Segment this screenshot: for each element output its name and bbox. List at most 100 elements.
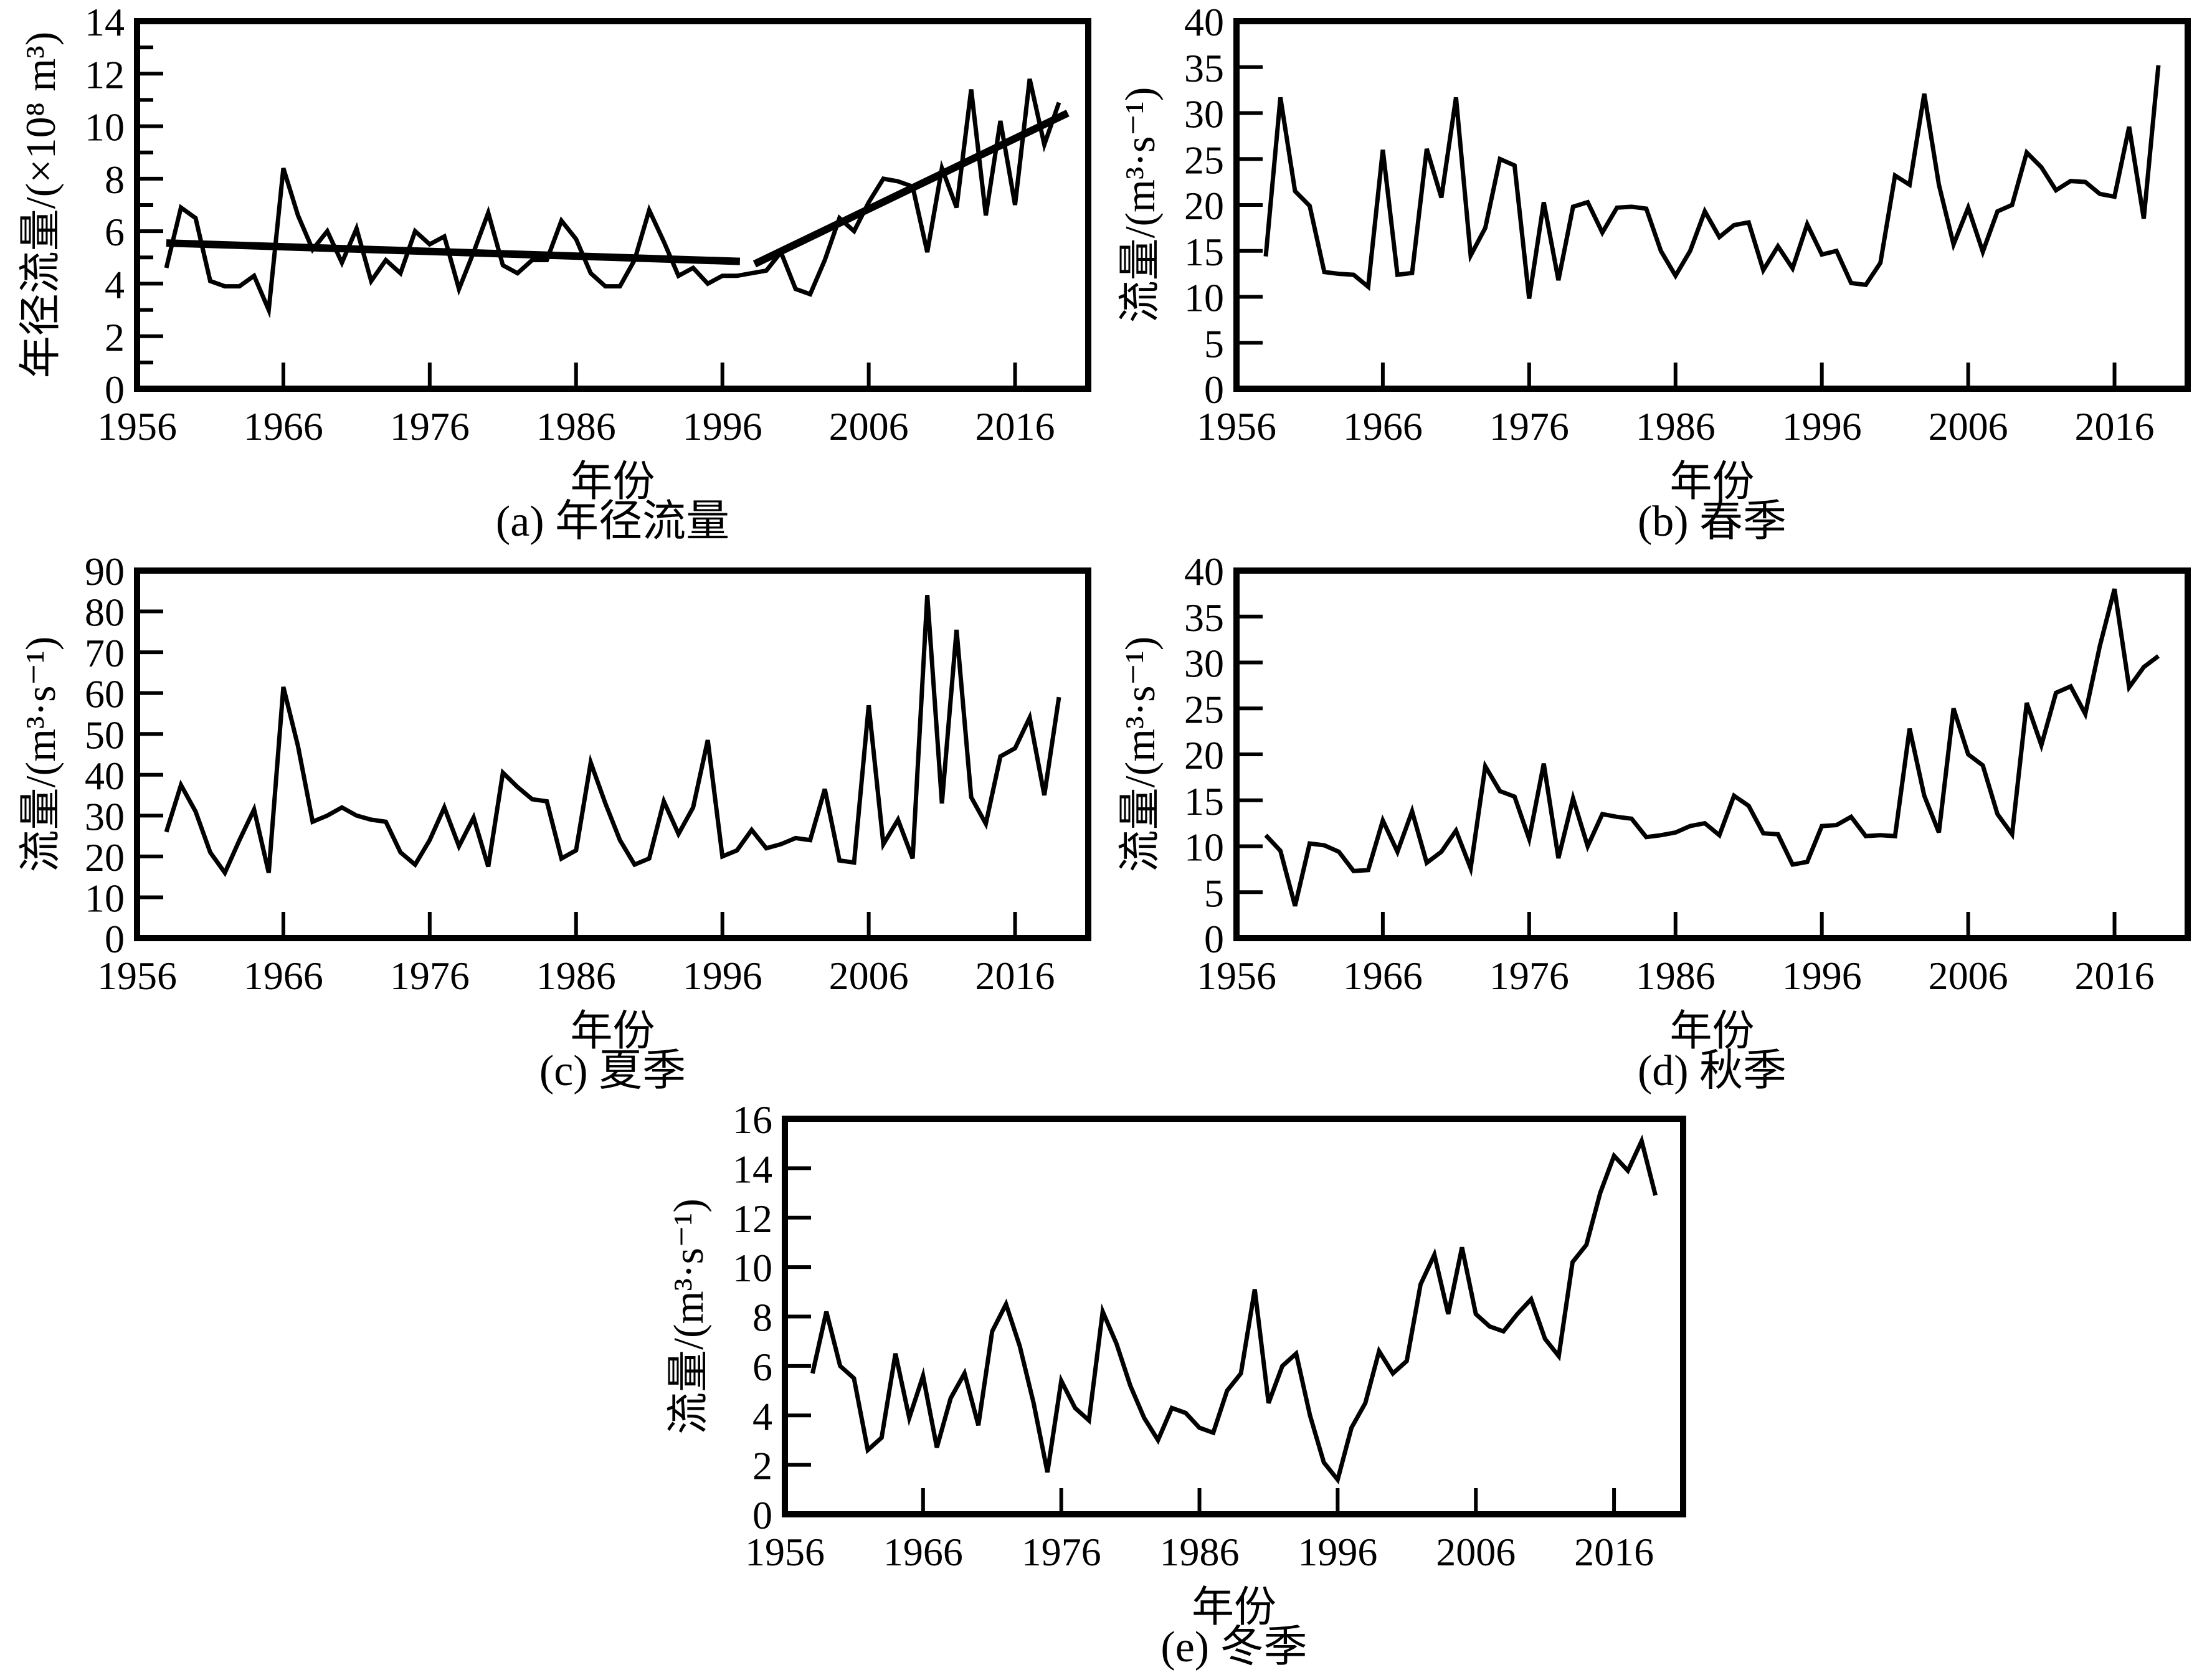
chart-autumn-flow: 0 5 10 15 20 25 30 35 40 1956 1966 1976 1986 1996 2006… (1118, 553, 2205, 1101)
y-tick-label: 40 (1184, 553, 1224, 594)
plot-frame (1233, 567, 2191, 941)
y-tick-label: 10 (1184, 825, 1224, 870)
x-tick-label: 1956 (745, 1530, 825, 1574)
x-axis-label: 年份 (1192, 1583, 1276, 1631)
y-tick-label: 0 (752, 1493, 772, 1537)
x-tick-label: 1956 (1197, 404, 1276, 448)
x-tick-label: 1976 (1489, 404, 1569, 448)
x-axis-label: 年份 (1669, 1007, 1754, 1055)
x-tick-label: 1986 (1160, 1530, 1240, 1574)
x-tick-label: 1976 (390, 954, 470, 998)
x-tick-label: 1986 (536, 954, 616, 998)
plot-frame (134, 567, 1091, 941)
x-tick-label: 1976 (1022, 1530, 1101, 1574)
y-tick-label: 20 (1184, 733, 1224, 777)
y-tick-label: 6 (105, 210, 125, 254)
data-series-line (164, 78, 1061, 319)
chart-winter-flow: 0 2 4 6 8 10 12 14 16 1956 1966 1976 1986 1996 2006 201… (667, 1101, 1701, 1678)
chart-caption: (a) 年径流量 (496, 498, 729, 546)
y-axis-label: 流量/(m³·s⁻¹) (1118, 87, 1164, 323)
plot-frame (782, 1116, 1686, 1517)
y-tick-label: 10 (85, 105, 125, 149)
y-axis-label: 年径流量/(×10⁸ m³) (19, 32, 64, 379)
y-tick-label: 40 (1184, 4, 1224, 44)
chart-svg-a: 0 2 4 6 8 10 12 14 1956 1966 1976 1986 1996 2006 2016 年… (19, 4, 1091, 546)
y-tick-label: 4 (105, 262, 125, 306)
y-tick-label: 8 (105, 158, 125, 202)
x-tick-label: 1966 (1343, 954, 1423, 998)
x-tick-label: 1996 (1298, 1530, 1377, 1574)
y-tick-label: 4 (752, 1394, 772, 1438)
x-tick-label: 1996 (1782, 954, 1862, 998)
x-tick-label: 2006 (829, 404, 909, 448)
x-tick-label: 2016 (975, 954, 1055, 998)
y-tick-label: 35 (1184, 596, 1224, 640)
chart-spring-flow: 0 5 10 15 20 25 30 35 40 1956 1966 1976 1986 1996 2006… (1118, 4, 2205, 552)
y-tick-label: 40 (85, 754, 125, 798)
chart-annual-runoff: 0 2 4 6 8 10 12 14 1956 1966 1976 1986 1996 2006 2016 年… (19, 4, 1106, 552)
data-series-line (810, 1134, 1658, 1484)
y-tick-label: 30 (1184, 642, 1224, 686)
y-tick-label: 70 (85, 631, 125, 675)
y-tick-label: 16 (733, 1101, 772, 1142)
x-tick-label: 1986 (1636, 954, 1716, 998)
y-tick-label: 20 (1184, 184, 1224, 228)
y-tick-label: 35 (1184, 46, 1224, 90)
x-tick-label: 2006 (829, 954, 909, 998)
x-tick-label: 1966 (1343, 404, 1423, 448)
x-tick-label: 2016 (2075, 404, 2155, 448)
x-axis-label: 年份 (570, 458, 655, 505)
x-tick-label: 1976 (1489, 954, 1569, 998)
x-tick-label: 1986 (1636, 404, 1716, 448)
x-tick-label: 2006 (1436, 1530, 1516, 1574)
y-tick-label: 10 (733, 1246, 772, 1290)
x-tick-label: 1976 (390, 404, 470, 448)
y-tick-label: 5 (1204, 321, 1224, 366)
x-tick-label: 1996 (1782, 404, 1862, 448)
trend-line (752, 110, 1070, 268)
x-tick-label: 2016 (975, 404, 1055, 448)
chart-summer-flow: 0 10 20 30 40 50 60 70 80 90 1956 1966 1976 1986 1996 2… (19, 553, 1106, 1101)
y-tick-label: 14 (733, 1147, 772, 1191)
y-tick-label: 60 (85, 672, 125, 716)
y-tick-label: 0 (105, 368, 125, 412)
data-series-line (164, 595, 1061, 878)
y-tick-label: 30 (85, 794, 125, 838)
y-tick-label: 10 (85, 876, 125, 920)
y-tick-label: 25 (1184, 138, 1224, 182)
y-tick-label: 2 (752, 1444, 772, 1488)
plot-frame (134, 18, 1091, 392)
y-tick-label: 20 (85, 835, 125, 880)
y-tick-label: 0 (105, 917, 125, 961)
chart-caption: (e) 冬季 (1160, 1623, 1307, 1671)
y-tick-label: 80 (85, 591, 125, 635)
x-tick-label: 2006 (1929, 954, 2008, 998)
chart-caption: (b) 春季 (1638, 498, 1787, 546)
data-series-line (1264, 588, 2160, 907)
chart-caption: (d) 秋季 (1638, 1047, 1787, 1095)
x-axis-label: 年份 (1669, 458, 1754, 505)
y-tick-label: 25 (1184, 687, 1224, 731)
x-tick-label: 2016 (2075, 954, 2155, 998)
x-tick-label: 2016 (1574, 1530, 1654, 1574)
chart-caption: (c) 夏季 (539, 1047, 686, 1095)
x-tick-label: 1966 (244, 954, 323, 998)
x-tick-label: 1956 (97, 954, 177, 998)
y-tick-label: 8 (752, 1296, 772, 1340)
x-axis-label: 年份 (570, 1007, 655, 1055)
x-tick-label: 2006 (1929, 404, 2008, 448)
y-tick-label: 0 (1204, 368, 1224, 412)
y-tick-label: 12 (85, 52, 125, 97)
y-tick-label: 30 (1184, 92, 1224, 136)
x-tick-label: 1966 (244, 404, 323, 448)
y-tick-label: 12 (733, 1197, 772, 1241)
x-tick-label: 1966 (883, 1530, 963, 1574)
x-tick-label: 1956 (1197, 954, 1276, 998)
y-axis-label: 流量/(m³·s⁻¹) (667, 1198, 712, 1435)
y-axis-label: 流量/(m³·s⁻¹) (19, 637, 64, 873)
y-tick-label: 50 (85, 713, 125, 757)
